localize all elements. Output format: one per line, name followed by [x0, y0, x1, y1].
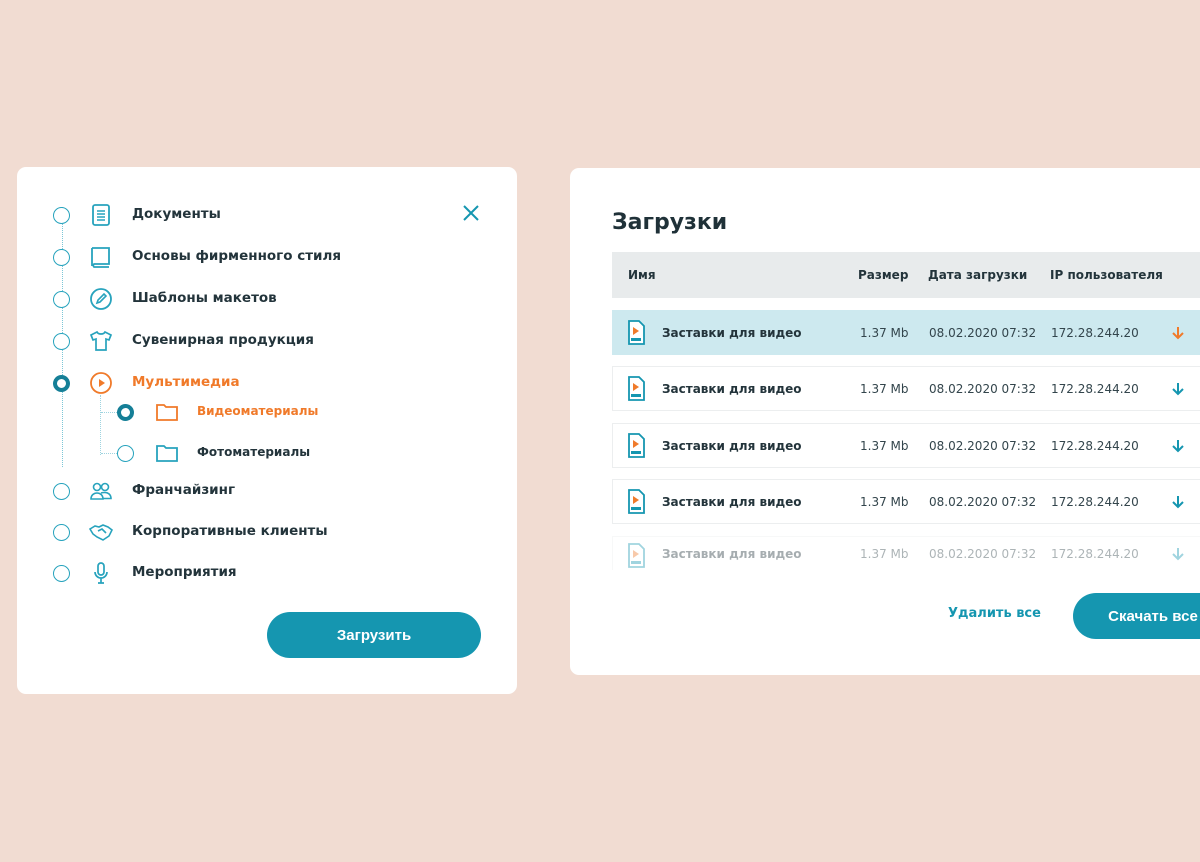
table-row[interactable]: Заставки для видео 1.37 Mb 08.02.2020 07… [612, 310, 1200, 355]
table-row[interactable]: Заставки для видео 1.37 Mb 08.02.2020 07… [612, 366, 1200, 411]
radio-button[interactable] [117, 445, 134, 462]
video-file-icon [628, 489, 645, 514]
file-size: 1.37 Mb [860, 381, 909, 396]
tree-item-label: Сувенирная продукция [132, 332, 314, 348]
table-header: Имя Размер Дата загрузки IP пользователя [612, 252, 1200, 298]
tree-item-label: Франчайзинг [132, 482, 236, 498]
download-arrow-icon[interactable] [1172, 326, 1184, 340]
tshirt-icon [89, 330, 113, 351]
book-icon [91, 247, 110, 268]
radio-button[interactable] [53, 291, 70, 308]
file-size: 1.37 Mb [860, 494, 909, 509]
upload-date: 08.02.2020 07:32 [929, 325, 1037, 340]
user-ip: 172.28.244.20 [1051, 438, 1139, 453]
upload-date: 08.02.2020 07:32 [929, 494, 1037, 509]
tree-item-label: Мультимедиа [132, 374, 240, 390]
video-file-icon [628, 376, 645, 401]
people-icon [90, 482, 112, 500]
folder-icon [156, 445, 178, 462]
radio-button[interactable] [53, 375, 70, 392]
column-name[interactable]: Имя [628, 268, 656, 282]
file-name: Заставки для видео [662, 494, 802, 509]
user-ip: 172.28.244.20 [1051, 381, 1139, 396]
file-name: Заставки для видео [662, 325, 802, 340]
close-icon[interactable] [461, 203, 481, 223]
radio-button[interactable] [117, 404, 134, 421]
delete-all-link[interactable]: Удалить все [948, 606, 1041, 621]
branch-connector [101, 412, 117, 413]
upload-button[interactable]: Загрузить [267, 612, 481, 658]
radio-button[interactable] [53, 249, 70, 266]
downloads-panel: Загрузки Имя Размер Дата загрузки IP пол… [570, 168, 1200, 675]
download-arrow-icon[interactable] [1172, 382, 1184, 396]
table-row[interactable]: Заставки для видео 1.37 Mb 08.02.2020 07… [612, 536, 1200, 570]
file-name: Заставки для видео [662, 546, 802, 561]
column-date[interactable]: Дата загрузки [928, 268, 1028, 282]
radio-button[interactable] [53, 483, 70, 500]
video-file-icon [628, 433, 645, 458]
handshake-icon [89, 524, 113, 541]
tree-item-label: Корпоративные клиенты [132, 523, 328, 539]
video-file-icon [628, 543, 645, 568]
tree-item-label: Мероприятия [132, 564, 237, 580]
tree-item-label: Основы фирменного стиля [132, 248, 342, 264]
file-size: 1.37 Mb [860, 546, 909, 561]
file-size: 1.37 Mb [860, 438, 909, 453]
tree-item-label: Шаблоны макетов [132, 290, 277, 306]
play-icon [90, 372, 112, 394]
page-title: Загрузки [612, 210, 728, 235]
upload-date: 08.02.2020 07:32 [929, 438, 1037, 453]
category-panel: Документы Основы фирменного стиля Шаблон… [17, 167, 517, 694]
video-file-icon [628, 320, 645, 345]
radio-button[interactable] [53, 207, 70, 224]
radio-button[interactable] [53, 524, 70, 541]
column-ip[interactable]: IP пользователя [1050, 268, 1163, 282]
upload-date: 08.02.2020 07:32 [929, 546, 1037, 561]
file-name: Заставки для видео [662, 438, 802, 453]
tree-item-label: Документы [132, 206, 221, 222]
table-row[interactable]: Заставки для видео 1.37 Mb 08.02.2020 07… [612, 423, 1200, 468]
branch-connector [101, 453, 117, 454]
download-arrow-icon[interactable] [1172, 547, 1184, 561]
microphone-icon [94, 562, 108, 584]
tree-subitem-label: Видеоматериалы [197, 404, 319, 418]
download-all-button[interactable]: Скачать все [1073, 593, 1200, 639]
user-ip: 172.28.244.20 [1051, 546, 1139, 561]
column-size[interactable]: Размер [858, 268, 909, 282]
table-row[interactable]: Заставки для видео 1.37 Mb 08.02.2020 07… [612, 479, 1200, 524]
download-arrow-icon[interactable] [1172, 439, 1184, 453]
user-ip: 172.28.244.20 [1051, 325, 1139, 340]
radio-button[interactable] [53, 333, 70, 350]
user-ip: 172.28.244.20 [1051, 494, 1139, 509]
tree-subitem-label: Фотоматериалы [197, 445, 311, 459]
file-name: Заставки для видео [662, 381, 802, 396]
download-arrow-icon[interactable] [1172, 495, 1184, 509]
document-icon [92, 204, 110, 226]
subtree-connector [100, 395, 101, 455]
radio-button[interactable] [53, 565, 70, 582]
folder-icon [156, 404, 178, 421]
file-size: 1.37 Mb [860, 325, 909, 340]
upload-date: 08.02.2020 07:32 [929, 381, 1037, 396]
pencil-icon [90, 288, 112, 310]
